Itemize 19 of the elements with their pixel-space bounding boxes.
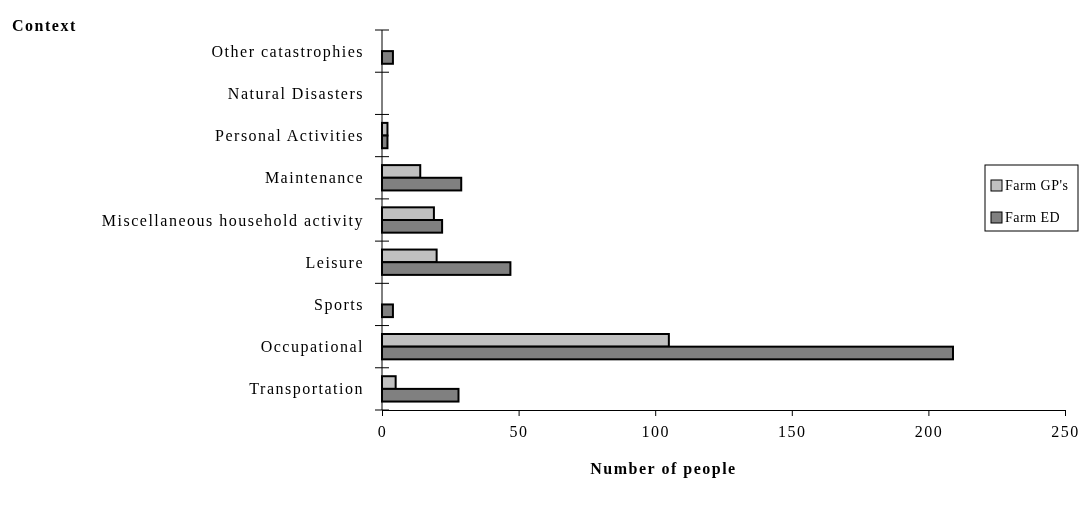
x-axis-title: Number of people [590, 460, 737, 478]
x-tick-label: 50 [509, 422, 529, 440]
legend-label: Farm ED [1005, 210, 1061, 225]
y-tick-label: Transportation [249, 380, 364, 399]
y-axis-title: Context [12, 17, 77, 34]
y-tick-label: Sports [314, 296, 364, 315]
y-tick-label: Natural Disasters [227, 84, 364, 102]
x-tick-label: 150 [778, 422, 807, 440]
x-tick-label: 250 [1051, 422, 1080, 440]
y-tick-label: Occupational [260, 338, 364, 357]
x-tick-label: 100 [641, 422, 670, 440]
y-tick-label: Other catastrophies [211, 42, 364, 61]
y-tick-label: Personal Activities [215, 127, 364, 145]
y-tick-label: Leisure [305, 253, 364, 271]
x-tick-label: 200 [914, 422, 944, 440]
y-tick-label: Maintenance [264, 169, 364, 187]
x-tick-label: 0 [377, 422, 388, 440]
legend-label: Farm GP's [1005, 178, 1069, 193]
y-tick-label: Miscellaneous household activity [101, 211, 364, 230]
